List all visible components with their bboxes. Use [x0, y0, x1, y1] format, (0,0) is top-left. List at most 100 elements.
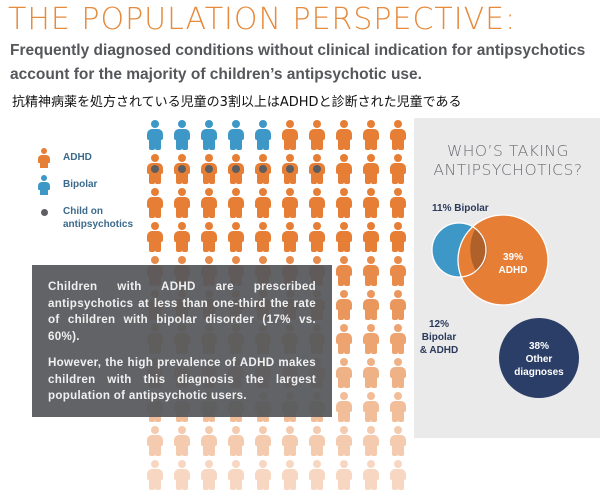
antipsychotic-dot-icon: [205, 165, 213, 173]
person-adhd-icon: [200, 460, 218, 490]
person-adhd-icon: [281, 154, 299, 184]
bipolar-label: 11% Bipolar: [432, 203, 489, 214]
person-adhd-icon: [281, 460, 299, 490]
antipsychotic-dot-icon: [313, 165, 321, 173]
person-adhd-icon: [362, 358, 380, 388]
person-adhd-icon: [200, 426, 218, 456]
both-percent: 12%: [428, 319, 449, 330]
person-adhd-icon: [146, 426, 164, 456]
person-adhd-icon: [389, 188, 407, 218]
person-adhd-icon: [389, 222, 407, 252]
person-adhd-icon: [335, 460, 353, 490]
person-adhd-icon: [362, 154, 380, 184]
person-adhd-icon: [200, 154, 218, 184]
person-adhd-icon: [362, 460, 380, 490]
adhd-label: 39% ADHD: [493, 251, 533, 277]
bipolar-outline: [431, 222, 487, 278]
other-line2: diagnoses: [514, 367, 564, 378]
person-adhd-icon: [335, 120, 353, 150]
person-adhd-icon: [389, 426, 407, 456]
person-adhd-icon: [254, 154, 272, 184]
legend-child-label: Child on antipsychotics: [63, 206, 134, 230]
person-adhd-icon: [227, 188, 245, 218]
person-adhd-icon: [335, 256, 353, 286]
other-percent: 38%: [528, 341, 549, 352]
person-adhd-icon: [254, 460, 272, 490]
person-adhd-icon: [362, 290, 380, 320]
person-adhd-icon: [362, 256, 380, 286]
person-adhd-icon: [335, 426, 353, 456]
person-adhd-icon: [389, 290, 407, 320]
person-adhd-icon: [227, 460, 245, 490]
person-adhd-icon: [281, 120, 299, 150]
venn-diagram: [431, 214, 579, 398]
antipsychotic-dot-icon: [232, 165, 240, 173]
person-adhd-icon: [173, 154, 191, 184]
both-label: 12% Bipolar & ADHD: [416, 318, 462, 357]
person-adhd-icon: [146, 460, 164, 490]
person-adhd-icon: [335, 392, 353, 422]
antipsychotic-dot-icon: [259, 165, 267, 173]
person-adhd-icon: [173, 188, 191, 218]
dot-icon: [41, 209, 48, 216]
person-bipolar-icon: [254, 120, 272, 150]
overlay-paragraph-2: However, the high prevalence of ADHD mak…: [48, 356, 316, 402]
other-circle: [499, 318, 579, 398]
other-line1: Other: [525, 354, 553, 365]
person-adhd-icon: [173, 460, 191, 490]
person-adhd-icon: [200, 222, 218, 252]
who-panel: WHO’S TAKING ANTIPSYCHOTICS? 11% Bipolar…: [414, 118, 600, 438]
japanese-caption: 抗精神病薬を処方されている児童の3割以上はADHDと診断された児童である: [12, 95, 462, 110]
person-adhd-icon: [335, 358, 353, 388]
person-adhd-icon: [362, 120, 380, 150]
person-bipolar-icon: [227, 120, 245, 150]
person-adhd-icon: [335, 290, 353, 320]
antipsychotic-dot-icon: [151, 165, 159, 173]
person-adhd-icon: [335, 188, 353, 218]
legend-adhd-label: ADHD: [63, 152, 92, 163]
person-adhd-icon: [362, 188, 380, 218]
person-adhd-icon: [389, 120, 407, 150]
person-adhd-icon: [281, 222, 299, 252]
person-adhd-icon: [389, 324, 407, 354]
person-adhd-icon: [227, 426, 245, 456]
person-adhd-icon: [308, 154, 326, 184]
person-adhd-icon: [308, 426, 326, 456]
person-adhd-icon: [227, 154, 245, 184]
person-adhd-icon: [362, 222, 380, 252]
person-adhd-icon: [146, 222, 164, 252]
person-adhd-icon: [308, 460, 326, 490]
person-adhd-icon: [389, 460, 407, 490]
person-adhd-icon: [254, 426, 272, 456]
person-adhd-icon: [308, 120, 326, 150]
person-adhd-icon: [281, 426, 299, 456]
person-adhd-icon: [362, 426, 380, 456]
person-adhd-icon: [227, 222, 245, 252]
person-adhd-icon: [389, 154, 407, 184]
antipsychotic-dot-icon: [178, 165, 186, 173]
page-subtitle: Frequently diagnosed conditions without …: [10, 42, 586, 83]
person-adhd-icon: [335, 324, 353, 354]
person-adhd-icon: [173, 222, 191, 252]
page-title: THE POPULATION PERSPECTIVE:: [8, 2, 517, 37]
person-adhd-icon: [146, 154, 164, 184]
person-adhd-icon: [308, 222, 326, 252]
person-adhd-icon: [335, 222, 353, 252]
person-adhd-icon: [254, 188, 272, 218]
other-label: 38% Other diagnoses: [509, 340, 569, 379]
person-adhd-icon: [389, 358, 407, 388]
person-bipolar-icon: [173, 120, 191, 150]
person-adhd-icon: [281, 188, 299, 218]
person-adhd-icon: [38, 148, 50, 168]
info-overlay: Children with ADHD are prescribed antips…: [32, 265, 332, 417]
adhd-name: ADHD: [498, 265, 528, 276]
person-adhd-icon: [200, 188, 218, 218]
person-bipolar-icon: [200, 120, 218, 150]
legend-bipolar-label: Bipolar: [63, 179, 98, 190]
both-line2: & ADHD: [419, 345, 459, 356]
person-adhd-icon: [362, 392, 380, 422]
person-adhd-icon: [389, 256, 407, 286]
person-adhd-icon: [335, 154, 353, 184]
overlay-paragraph-1: Children with ADHD are prescribed antips…: [48, 280, 316, 343]
person-adhd-icon: [146, 188, 164, 218]
